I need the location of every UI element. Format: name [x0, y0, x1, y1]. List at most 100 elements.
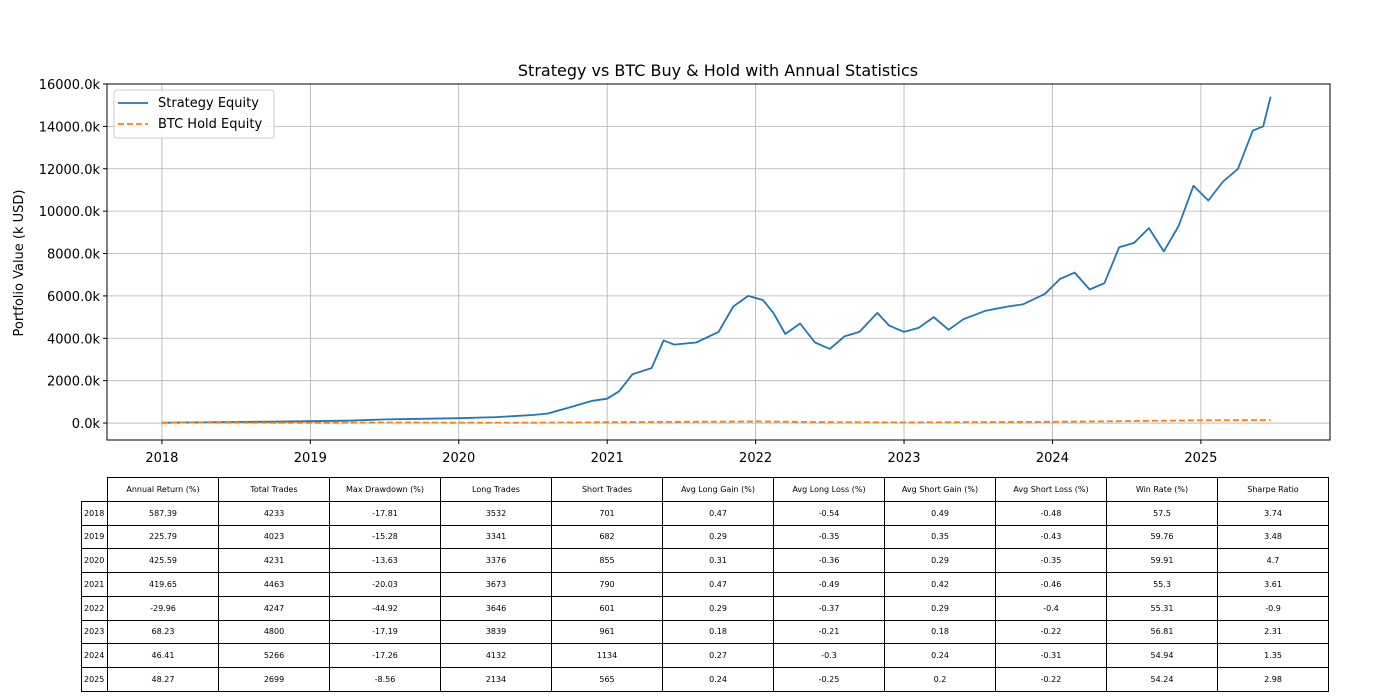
column-header: Sharpe Ratio — [1217, 477, 1329, 502]
table-cell: -0.35 — [773, 524, 885, 550]
table-cell: 48.27 — [107, 667, 219, 692]
table-cell: 601 — [551, 595, 663, 621]
table-cell: 3673 — [440, 572, 552, 597]
x-tick-label: 2018 — [145, 451, 178, 466]
table-cell: 565 — [551, 667, 663, 692]
table-cell: 4023 — [218, 524, 330, 550]
x-tick-label: 2022 — [739, 451, 772, 466]
y-tick-label: 8000.0k — [47, 248, 100, 263]
column-header: Max Drawdown (%) — [329, 477, 441, 502]
x-tick-label: 2021 — [591, 451, 624, 466]
table-cell: 4463 — [218, 572, 330, 597]
table-cell: -0.3 — [773, 643, 885, 668]
axis-ticks: 0.0k 2000.0k 4000.0k 6000.0k 8000.0k 10000.0k… — [39, 78, 1218, 466]
table-cell: 0.18 — [884, 619, 996, 645]
table-cell: -0.43 — [995, 524, 1107, 550]
table-cell: 56.81 — [1106, 619, 1218, 645]
table-cell: 0.29 — [884, 548, 996, 573]
table-cell: -0.36 — [773, 548, 885, 573]
table-cell: -20.03 — [329, 572, 441, 597]
table-cell: 419.65 — [107, 572, 219, 597]
table-row: 2018 587.39 4233 -17.81 3532 701 0.47 -0.54 0.49… — [81, 500, 1329, 526]
series-line-strategy-equity — [161, 96, 1272, 424]
table-cell: 0.29 — [662, 595, 774, 621]
table-cell: -0.4 — [995, 595, 1107, 621]
table-cell: 0.47 — [662, 500, 774, 526]
y-tick-label: 0.0k — [72, 417, 101, 432]
table-cell: 0.42 — [884, 572, 996, 597]
table-cell: 1134 — [551, 643, 663, 668]
table-cell: -13.63 — [329, 548, 441, 573]
table-cell: -17.19 — [329, 619, 441, 645]
table-cell: 2699 — [218, 667, 330, 692]
x-tick-label: 2020 — [442, 451, 475, 466]
table-cell: -0.21 — [773, 619, 885, 645]
table-cell: 57.5 — [1106, 500, 1218, 526]
table-cell: 425.59 — [107, 548, 219, 573]
plot-frame — [106, 83, 1331, 441]
table-cell: 4132 — [440, 643, 552, 668]
table-cell: -0.37 — [773, 595, 885, 621]
table-cell: 0.31 — [662, 548, 774, 573]
y-tick-label: 4000.0k — [47, 332, 100, 347]
table-cell: -0.48 — [995, 500, 1107, 526]
row-header-year: 2025 — [81, 667, 108, 692]
table-cell: 587.39 — [107, 500, 219, 526]
table-cell: 3646 — [440, 595, 552, 621]
table-cell: -0.54 — [773, 500, 885, 526]
x-tick-label: 2019 — [294, 451, 327, 466]
table-cell: 855 — [551, 548, 663, 573]
table-cell: 1.35 — [1217, 643, 1329, 668]
table-cell: 0.18 — [662, 619, 774, 645]
column-header: Avg Short Gain (%) — [884, 477, 996, 502]
table-cell: 46.41 — [107, 643, 219, 668]
table-cell: 3.74 — [1217, 500, 1329, 526]
table-cell: -0.35 — [995, 548, 1107, 573]
y-tick-label: 14000.0k — [39, 120, 101, 135]
table-cell: 59.91 — [1106, 548, 1218, 573]
table-cell: -29.96 — [107, 595, 219, 621]
column-header: Annual Return (%) — [107, 477, 219, 502]
table-cell: 59.76 — [1106, 524, 1218, 550]
table-cell: -0.49 — [773, 572, 885, 597]
table-cell: 225.79 — [107, 524, 219, 550]
column-header: Avg Long Gain (%) — [662, 477, 774, 502]
table-cell: -0.25 — [773, 667, 885, 692]
table-row: 2019 225.79 4023 -15.28 3341 682 0.29 -0.35 0.35… — [81, 524, 1329, 550]
table-cell: 2.31 — [1217, 619, 1329, 645]
table-cell: 3341 — [440, 524, 552, 550]
table-cell: -0.46 — [995, 572, 1107, 597]
table-cell: 701 — [551, 500, 663, 526]
annual-stats-table: Annual Return (%) Total Trades Max Drawd… — [81, 477, 1329, 692]
table-cell: 3532 — [440, 500, 552, 526]
row-header-year: 2024 — [81, 643, 108, 668]
table-cell: 0.47 — [662, 572, 774, 597]
grid — [107, 83, 1330, 440]
y-axis-label: Portfolio Value (k USD) — [12, 189, 27, 336]
chart-title: Strategy vs BTC Buy & Hold with Annual S… — [518, 61, 918, 80]
table-cell: 3376 — [440, 548, 552, 573]
table-cell: 0.2 — [884, 667, 996, 692]
table-cell: 55.3 — [1106, 572, 1218, 597]
legend: Strategy Equity BTC Hold Equity — [113, 89, 275, 139]
row-header-year: 2019 — [81, 524, 108, 550]
table-cell: 0.35 — [884, 524, 996, 550]
table-cell: 961 — [551, 619, 663, 645]
table-cell: -8.56 — [329, 667, 441, 692]
table-header-row: Annual Return (%) Total Trades Max Drawd… — [82, 477, 1329, 502]
x-tick-label: 2025 — [1184, 451, 1217, 466]
y-tick-label: 16000.0k — [39, 78, 101, 93]
table-cell: 68.23 — [107, 619, 219, 645]
table-corner — [82, 478, 108, 502]
row-header-year: 2021 — [81, 572, 108, 597]
table-cell: 4.7 — [1217, 548, 1329, 573]
column-header: Short Trades — [551, 477, 663, 502]
table-cell: 790 — [551, 572, 663, 597]
table-cell: 3.61 — [1217, 572, 1329, 597]
row-header-year: 2020 — [81, 548, 108, 573]
column-header: Win Rate (%) — [1106, 477, 1218, 502]
table-cell: 0.27 — [662, 643, 774, 668]
row-header-year: 2022 — [81, 595, 108, 621]
y-tick-label: 12000.0k — [39, 163, 101, 178]
column-header: Long Trades — [440, 477, 552, 502]
